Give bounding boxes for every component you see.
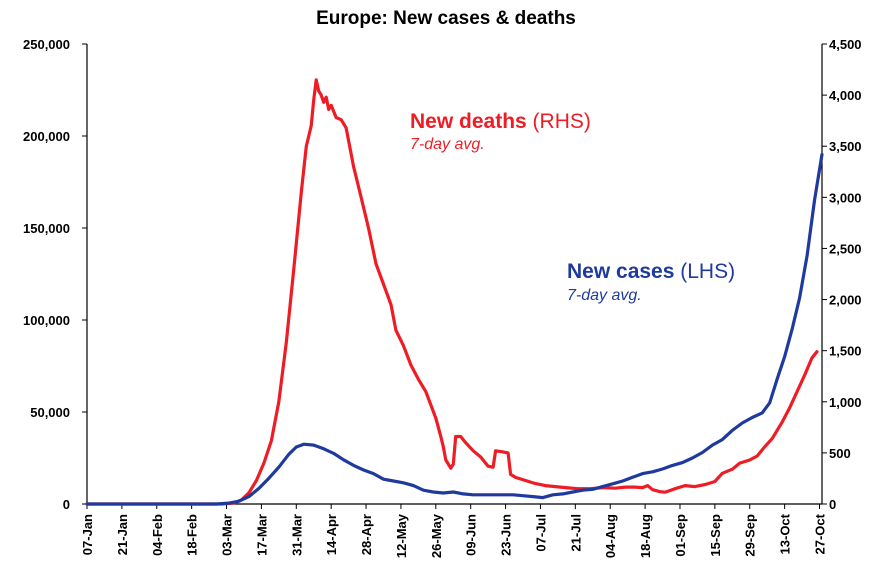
cases-annotation-main: New cases <box>567 260 674 283</box>
x-tick-label: 07-Jul <box>533 514 548 552</box>
x-tick-label: 14-Apr <box>324 514 339 555</box>
deaths-annotation-unit: (RHS) <box>527 110 591 133</box>
deaths-annotation-sub: 7-day avg. <box>410 136 485 153</box>
cases-annotation: New cases (LHS) <box>567 260 735 283</box>
x-tick-label: 07-Jan <box>80 514 95 555</box>
right-y-tick-label: 0 <box>829 497 836 512</box>
new-deaths-line <box>85 78 819 506</box>
x-tick-label: 03-Mar <box>220 514 235 556</box>
cases-annotation-unit: (LHS) <box>674 260 735 283</box>
right-y-tick-label: 3,000 <box>829 190 862 205</box>
right-y-tick-label: 4,500 <box>829 37 862 52</box>
x-tick-label: 12-May <box>394 513 409 558</box>
x-tick-label: 29-Sep <box>743 514 758 557</box>
left-y-tick-label: 150,000 <box>23 221 70 236</box>
chart-title: Europe: New cases & deaths <box>316 8 576 29</box>
annotations: New deaths (RHS) 7-day avg. New cases (L… <box>410 110 735 304</box>
right-y-tick-label: 1,000 <box>829 395 862 410</box>
right-y-tick-label: 4,000 <box>829 88 862 103</box>
x-tick-label: 01-Sep <box>673 514 688 557</box>
cases-annotation-sub: 7-day avg. <box>567 287 642 304</box>
x-tick-label: 26-May <box>429 513 444 558</box>
x-tick-label: 18-Feb <box>185 514 200 556</box>
x-tick-label: 17-Mar <box>254 514 269 556</box>
x-tick-label: 21-Jul <box>568 514 583 552</box>
right-y-tick-label: 2,500 <box>829 241 862 256</box>
left-y-tick-label: 200,000 <box>23 129 70 144</box>
right-y-tick-label: 3,500 <box>829 139 862 154</box>
x-tick-label: 18-Aug <box>638 514 653 558</box>
left-y-tick-label: 100,000 <box>23 313 70 328</box>
deaths-annotation-main: New deaths <box>410 110 527 133</box>
x-tick-label: 27-Oct <box>813 513 828 554</box>
x-tick-label: 04-Feb <box>150 514 165 556</box>
right-y-tick-label: 1,500 <box>829 344 862 359</box>
axes: 0 50,000 100,000 150,000 200,000 250,000 0 500 1… <box>23 37 862 558</box>
right-y-tick-label: 2,000 <box>829 293 862 308</box>
x-tick-label: 31-Mar <box>289 514 304 556</box>
right-y-tick-label: 500 <box>829 446 851 461</box>
x-tick-label: 21-Jan <box>115 514 130 555</box>
x-tick-label: 23-Jun <box>499 514 514 556</box>
x-tick-label: 09-Jun <box>464 514 479 556</box>
left-y-tick-label: 250,000 <box>23 37 70 52</box>
left-y-tick-label: 0 <box>63 497 70 512</box>
x-tick-label: 04-Aug <box>603 514 618 558</box>
series-layer <box>85 78 824 506</box>
new-cases-line <box>85 152 824 506</box>
x-tick-label: 15-Sep <box>708 514 723 557</box>
x-tick-label: 13-Oct <box>778 513 793 554</box>
left-y-tick-label: 50,000 <box>30 405 70 420</box>
x-tick-label: 28-Apr <box>359 514 374 555</box>
deaths-annotation: New deaths (RHS) <box>410 110 591 133</box>
